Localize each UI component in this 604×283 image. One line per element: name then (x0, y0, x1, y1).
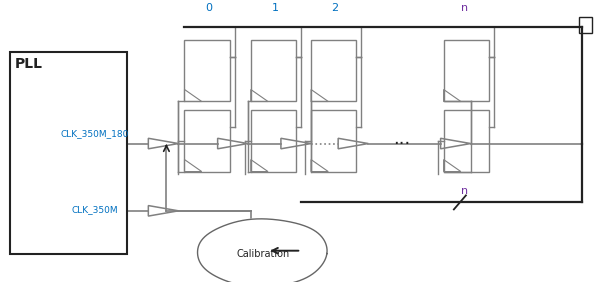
Bar (443, 40, 489, 102)
Bar (579, 17, 593, 33)
Bar (184, 40, 230, 102)
Text: PLL: PLL (14, 57, 42, 71)
Polygon shape (198, 219, 327, 283)
Text: 0: 0 (205, 3, 212, 13)
Bar (184, 110, 230, 171)
Text: 1: 1 (271, 3, 278, 13)
Bar (311, 40, 356, 102)
Text: CLK_350M_180: CLK_350M_180 (60, 129, 129, 138)
Text: Calibration: Calibration (236, 249, 289, 259)
Text: 2: 2 (332, 3, 339, 13)
Text: CLK_350M: CLK_350M (71, 205, 118, 214)
Bar (10, 52, 127, 254)
Bar (443, 110, 489, 171)
Text: n: n (461, 3, 468, 13)
Text: n: n (461, 186, 468, 196)
Bar (251, 110, 296, 171)
Bar (251, 40, 296, 102)
Bar (311, 110, 356, 171)
Text: ···: ··· (393, 134, 410, 153)
